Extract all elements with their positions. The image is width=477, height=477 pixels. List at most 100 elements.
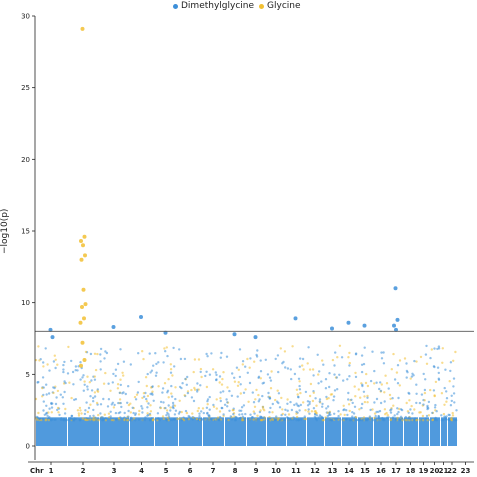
data-point[interactable] (82, 234, 87, 239)
background-point (34, 397, 38, 401)
data-point[interactable] (78, 320, 83, 325)
data-point[interactable] (81, 243, 85, 248)
background-point (318, 400, 321, 403)
background-point (192, 399, 196, 403)
data-point[interactable] (81, 287, 86, 292)
data-point[interactable] (80, 305, 84, 309)
background-point (295, 388, 299, 391)
background-point (351, 415, 354, 418)
background-point (164, 406, 167, 410)
background-point (115, 418, 118, 421)
background-point (388, 393, 392, 397)
background-point (171, 401, 175, 405)
data-point[interactable] (394, 327, 398, 332)
background-point (317, 373, 320, 376)
background-point (264, 358, 267, 361)
data-point[interactable] (346, 320, 351, 325)
data-point[interactable] (82, 316, 86, 321)
background-point (445, 400, 448, 403)
background-point (277, 370, 280, 374)
background-point (308, 368, 312, 371)
data-point[interactable] (330, 326, 334, 331)
background-point (77, 412, 81, 415)
background-point (170, 384, 173, 388)
background-point (259, 419, 263, 422)
background-point (445, 390, 448, 393)
background-point (397, 396, 400, 400)
background-point (351, 401, 354, 405)
background-point (165, 414, 168, 417)
data-point[interactable] (362, 323, 367, 328)
data-point[interactable] (392, 323, 396, 328)
background-point (262, 407, 265, 410)
data-point[interactable] (79, 257, 84, 262)
background-point (431, 411, 434, 415)
background-point (174, 386, 177, 389)
data-point[interactable] (79, 363, 83, 368)
background-point (102, 382, 106, 385)
background-point (342, 419, 345, 422)
data-point[interactable] (293, 316, 298, 321)
background-point (84, 350, 88, 354)
background-point (396, 416, 399, 420)
background-point (404, 418, 407, 422)
background-point (366, 394, 369, 398)
background-point (52, 391, 55, 395)
background-point (199, 370, 202, 374)
background-point (381, 416, 384, 420)
data-point[interactable] (80, 340, 85, 345)
data-point[interactable] (232, 332, 237, 337)
data-point[interactable] (83, 253, 87, 258)
background-point (78, 406, 82, 410)
background-point (314, 416, 317, 420)
data-point[interactable] (79, 239, 83, 243)
background-point (442, 412, 446, 416)
background-point (382, 362, 386, 365)
background-point (379, 381, 382, 384)
data-point[interactable] (82, 358, 87, 362)
background-point (184, 377, 187, 381)
data-point[interactable] (393, 286, 398, 291)
background-point (149, 414, 152, 417)
background-point (362, 362, 366, 366)
background-point (371, 419, 375, 422)
background-point (42, 393, 45, 397)
background-point (255, 388, 258, 392)
data-point[interactable] (80, 26, 85, 31)
background-point (398, 359, 402, 362)
background-point (54, 402, 58, 406)
background-point (181, 382, 184, 385)
data-point[interactable] (50, 335, 55, 340)
background-point (167, 396, 170, 399)
background-point (308, 412, 311, 415)
legend-item-dimethylglycine[interactable]: Dimethylglycine (173, 1, 254, 11)
background-point (308, 402, 311, 406)
background-point (259, 415, 262, 418)
background-point (150, 369, 154, 372)
background-point (377, 416, 381, 419)
background-point (287, 413, 291, 416)
legend-label-glycine: Glycine (267, 1, 301, 11)
data-point[interactable] (111, 325, 116, 329)
background-point (395, 371, 399, 374)
background-point (326, 411, 329, 414)
background-point (450, 399, 453, 403)
data-point[interactable] (139, 315, 143, 319)
x-tick-label: 10 (271, 467, 281, 475)
data-point[interactable] (163, 330, 168, 335)
data-point[interactable] (48, 327, 53, 332)
background-point (413, 359, 416, 363)
background-point (59, 393, 62, 396)
background-point (405, 362, 408, 365)
background-point (413, 408, 416, 411)
background-point (389, 397, 392, 401)
background-point (56, 389, 60, 393)
legend-item-glycine[interactable]: Glycine (259, 1, 301, 11)
background-point (252, 401, 256, 404)
background-point (373, 369, 376, 373)
data-point[interactable] (83, 302, 88, 307)
background-point (81, 417, 85, 420)
data-point[interactable] (395, 317, 400, 322)
background-point (178, 348, 181, 351)
data-point[interactable] (253, 335, 258, 340)
